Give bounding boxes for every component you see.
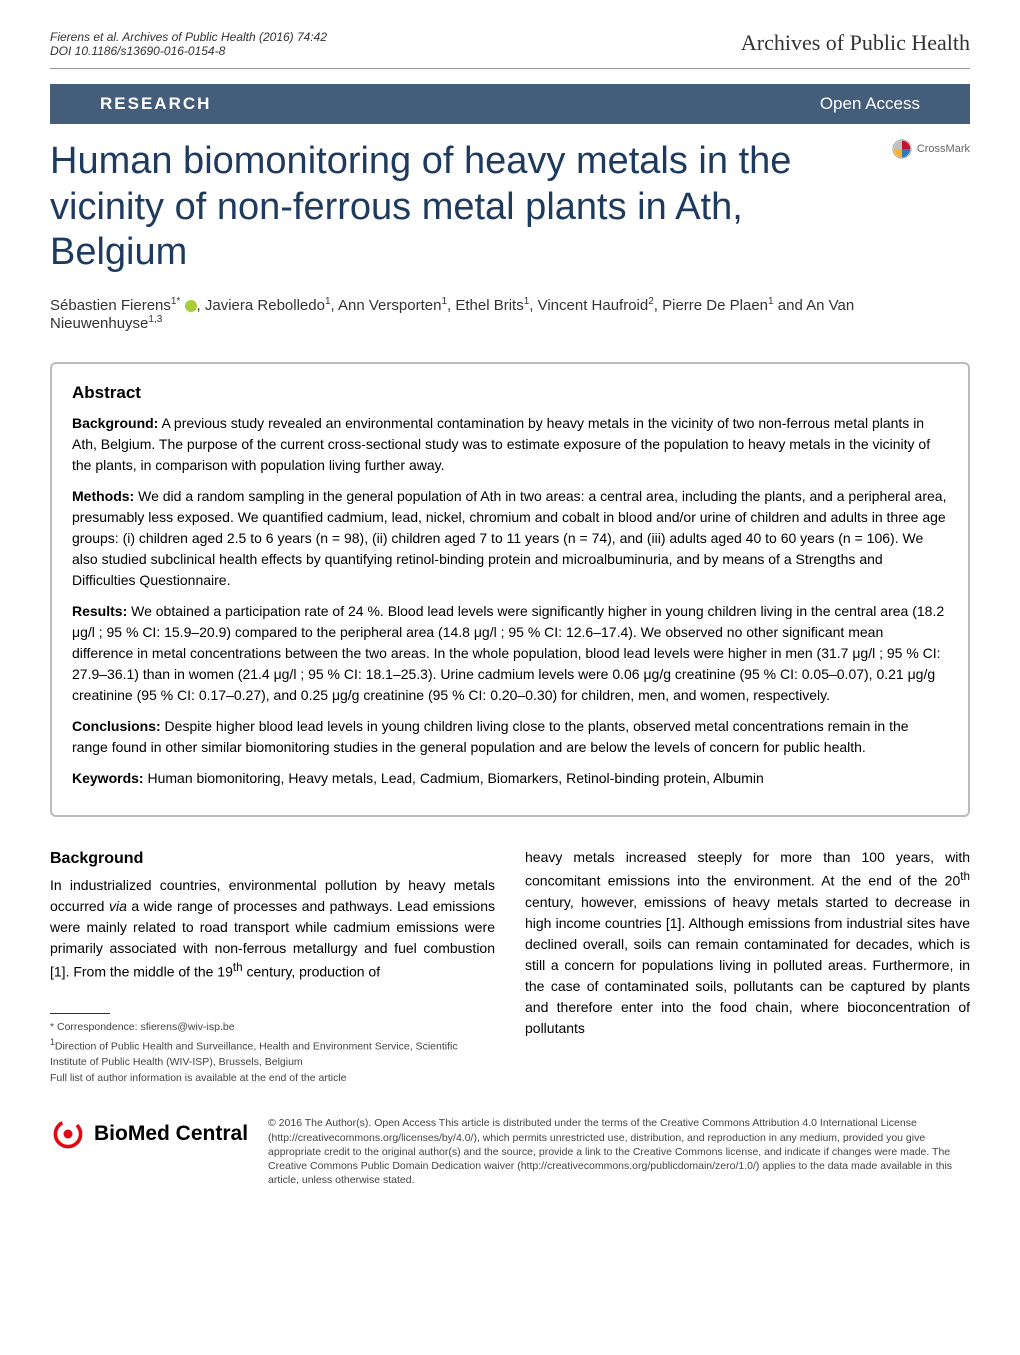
methods-text: We did a random sampling in the general … bbox=[72, 488, 946, 588]
license-text: © 2016 The Author(s). Open Access This a… bbox=[268, 1116, 970, 1187]
bmc-icon bbox=[50, 1116, 86, 1152]
background-label: Background: bbox=[72, 415, 158, 431]
keywords-label: Keywords: bbox=[72, 770, 144, 786]
correspondence: * Correspondence: sfierens@wiv-isp.be bbox=[50, 1020, 495, 1036]
background-left-text: In industrialized countries, environment… bbox=[50, 875, 495, 983]
abstract-background: Background: A previous study revealed an… bbox=[72, 413, 948, 476]
citation-block: Fierens et al. Archives of Public Health… bbox=[50, 30, 327, 58]
abstract-keywords: Keywords: Human biomonitoring, Heavy met… bbox=[72, 768, 948, 789]
abstract-results: Results: We obtained a participation rat… bbox=[72, 601, 948, 706]
results-label: Results: bbox=[72, 603, 127, 619]
article-type-label: RESEARCH bbox=[100, 94, 211, 114]
keywords-text: Human biomonitoring, Heavy metals, Lead,… bbox=[144, 770, 764, 786]
citation-text: Fierens et al. Archives of Public Health… bbox=[50, 30, 327, 44]
journal-name: Archives of Public Health bbox=[741, 30, 970, 56]
results-text: We obtained a participation rate of 24 %… bbox=[72, 603, 944, 703]
crossmark-label: CrossMark bbox=[917, 143, 970, 155]
page-footer: BioMed Central © 2016 The Author(s). Ope… bbox=[0, 1096, 1020, 1217]
conclusions-label: Conclusions: bbox=[72, 718, 161, 734]
right-column: heavy metals increased steeply for more … bbox=[525, 847, 970, 1086]
header-divider bbox=[50, 68, 970, 69]
title-block: CrossMark Human biomonitoring of heavy m… bbox=[0, 124, 1020, 286]
left-column: Background In industrialized countries, … bbox=[50, 847, 495, 1086]
crossmark-icon bbox=[892, 139, 912, 159]
footnote-block: * Correspondence: sfierens@wiv-isp.be 1D… bbox=[50, 1020, 495, 1087]
background-heading: Background bbox=[50, 847, 495, 871]
full-list-note: Full list of author information is avail… bbox=[50, 1071, 495, 1087]
background-section: Background In industrialized countries, … bbox=[0, 837, 1020, 1096]
article-type-banner: RESEARCH Open Access bbox=[50, 84, 970, 124]
affiliation-1: 1Direction of Public Health and Surveill… bbox=[50, 1036, 495, 1071]
abstract-box: Abstract Background: A previous study re… bbox=[50, 362, 970, 818]
methods-label: Methods: bbox=[72, 488, 134, 504]
background-right-text: heavy metals increased steeply for more … bbox=[525, 847, 970, 1039]
crossmark-badge[interactable]: CrossMark bbox=[892, 139, 970, 159]
doi-text: DOI 10.1186/s13690-016-0154-8 bbox=[50, 44, 327, 58]
authors-list: Sébastien Fierens1* , Javiera Rebolledo1… bbox=[0, 286, 1020, 342]
abstract-methods: Methods: We did a random sampling in the… bbox=[72, 486, 948, 591]
abstract-heading: Abstract bbox=[72, 380, 948, 406]
conclusions-text: Despite higher blood lead levels in youn… bbox=[72, 718, 909, 755]
open-access-label: Open Access bbox=[820, 94, 920, 114]
bmc-text: BioMed Central bbox=[94, 1122, 248, 1146]
article-title: Human biomonitoring of heavy metals in t… bbox=[50, 139, 970, 276]
page-header: Fierens et al. Archives of Public Health… bbox=[0, 0, 1020, 68]
abstract-conclusions: Conclusions: Despite higher blood lead l… bbox=[72, 716, 948, 758]
background-text: A previous study revealed an environment… bbox=[72, 415, 930, 473]
biomed-central-logo: BioMed Central bbox=[50, 1116, 248, 1152]
footnote-rule bbox=[50, 1013, 110, 1014]
